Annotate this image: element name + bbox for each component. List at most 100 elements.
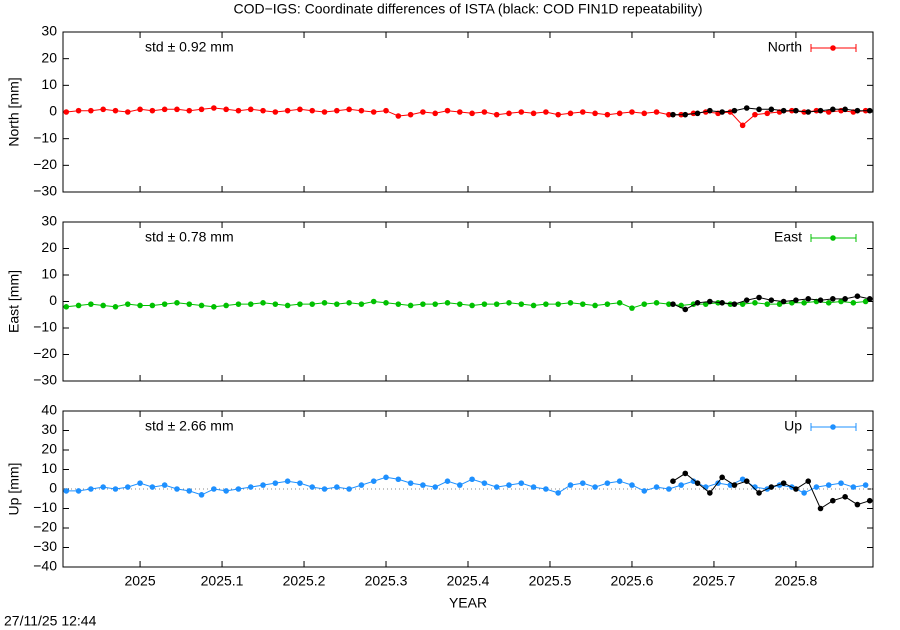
data-point <box>161 106 168 113</box>
data-point <box>641 301 648 307</box>
data-point <box>866 107 873 114</box>
x-tick-label: 2025.8 <box>775 573 818 589</box>
data-point <box>309 301 316 307</box>
data-point <box>518 480 525 486</box>
data-point <box>223 302 229 309</box>
data-point <box>694 300 701 306</box>
data-point <box>743 478 750 485</box>
data-point <box>75 302 82 309</box>
data-point <box>682 306 689 313</box>
data-point <box>579 109 586 115</box>
data-point <box>817 505 824 512</box>
data-point <box>174 486 180 492</box>
data-point <box>616 478 623 485</box>
data-point <box>530 302 537 309</box>
data-point <box>186 107 193 114</box>
data-point <box>731 107 738 114</box>
x-tick-label: 2025.7 <box>693 573 736 589</box>
data-point <box>854 501 861 508</box>
data-point <box>112 486 119 492</box>
data-point <box>75 107 82 114</box>
series-line <box>672 472 870 510</box>
data-point <box>211 486 217 492</box>
legend-point <box>830 45 836 51</box>
data-point <box>88 107 94 114</box>
data-point <box>707 298 713 305</box>
y-tick-label: −10 <box>33 129 57 145</box>
data-point <box>100 302 106 309</box>
data-point <box>457 109 463 115</box>
data-point <box>346 486 352 492</box>
data-point <box>137 480 143 486</box>
data-point <box>682 111 689 118</box>
data-point <box>604 111 611 118</box>
data-point <box>124 109 131 115</box>
data-point <box>493 301 500 307</box>
data-point <box>506 110 512 117</box>
data-point <box>842 494 848 500</box>
data-point <box>247 301 254 307</box>
data-point <box>407 302 414 309</box>
data-point <box>768 297 775 303</box>
y-tick-label: −40 <box>33 558 57 574</box>
std-annotation: std ± 0.92 mm <box>145 39 234 55</box>
data-point <box>395 113 402 119</box>
data-point <box>567 300 574 306</box>
data-point <box>506 300 512 306</box>
data-point <box>866 497 873 504</box>
data-point <box>198 302 205 309</box>
data-point <box>670 301 676 307</box>
data-point <box>88 301 94 307</box>
data-point <box>272 301 279 307</box>
data-point <box>346 106 352 113</box>
data-point <box>780 480 787 486</box>
legend-point <box>830 235 836 241</box>
series <box>670 470 873 512</box>
data-point <box>764 110 771 117</box>
data-point <box>752 484 758 490</box>
data-point <box>518 109 525 115</box>
data-point <box>235 301 242 307</box>
data-point <box>854 107 861 114</box>
data-point <box>543 486 549 492</box>
data-point <box>161 301 168 307</box>
data-point <box>801 300 807 306</box>
data-point <box>805 296 812 302</box>
data-point <box>567 110 574 117</box>
data-point <box>756 490 762 496</box>
data-point <box>739 301 746 307</box>
data-point <box>830 296 836 302</box>
data-point <box>469 302 475 309</box>
data-point <box>768 106 775 113</box>
data-point <box>653 300 660 306</box>
data-point <box>653 484 660 490</box>
data-point <box>641 488 648 494</box>
y-tick-label: −20 <box>33 345 57 361</box>
data-point <box>383 474 389 481</box>
data-point <box>137 106 143 113</box>
data-point <box>457 482 463 488</box>
data-point <box>100 106 106 113</box>
data-point <box>321 109 328 115</box>
y-tick-label: −20 <box>33 519 57 535</box>
series <box>670 293 873 313</box>
data-point <box>284 302 291 309</box>
data-point <box>383 300 389 306</box>
data-point <box>493 484 500 490</box>
y-tick-label: 30 <box>41 213 57 229</box>
data-point <box>666 301 672 307</box>
data-point <box>444 107 451 114</box>
data-point <box>862 482 869 488</box>
data-point <box>555 301 561 307</box>
plot-frame <box>62 410 874 568</box>
series <box>63 105 869 129</box>
data-point <box>174 106 180 113</box>
data-point <box>211 304 217 310</box>
data-point <box>383 107 389 114</box>
data-point <box>817 297 824 303</box>
data-point <box>186 488 193 494</box>
y-tick-label: −30 <box>33 183 57 199</box>
data-point <box>358 301 365 307</box>
data-point <box>780 107 787 114</box>
